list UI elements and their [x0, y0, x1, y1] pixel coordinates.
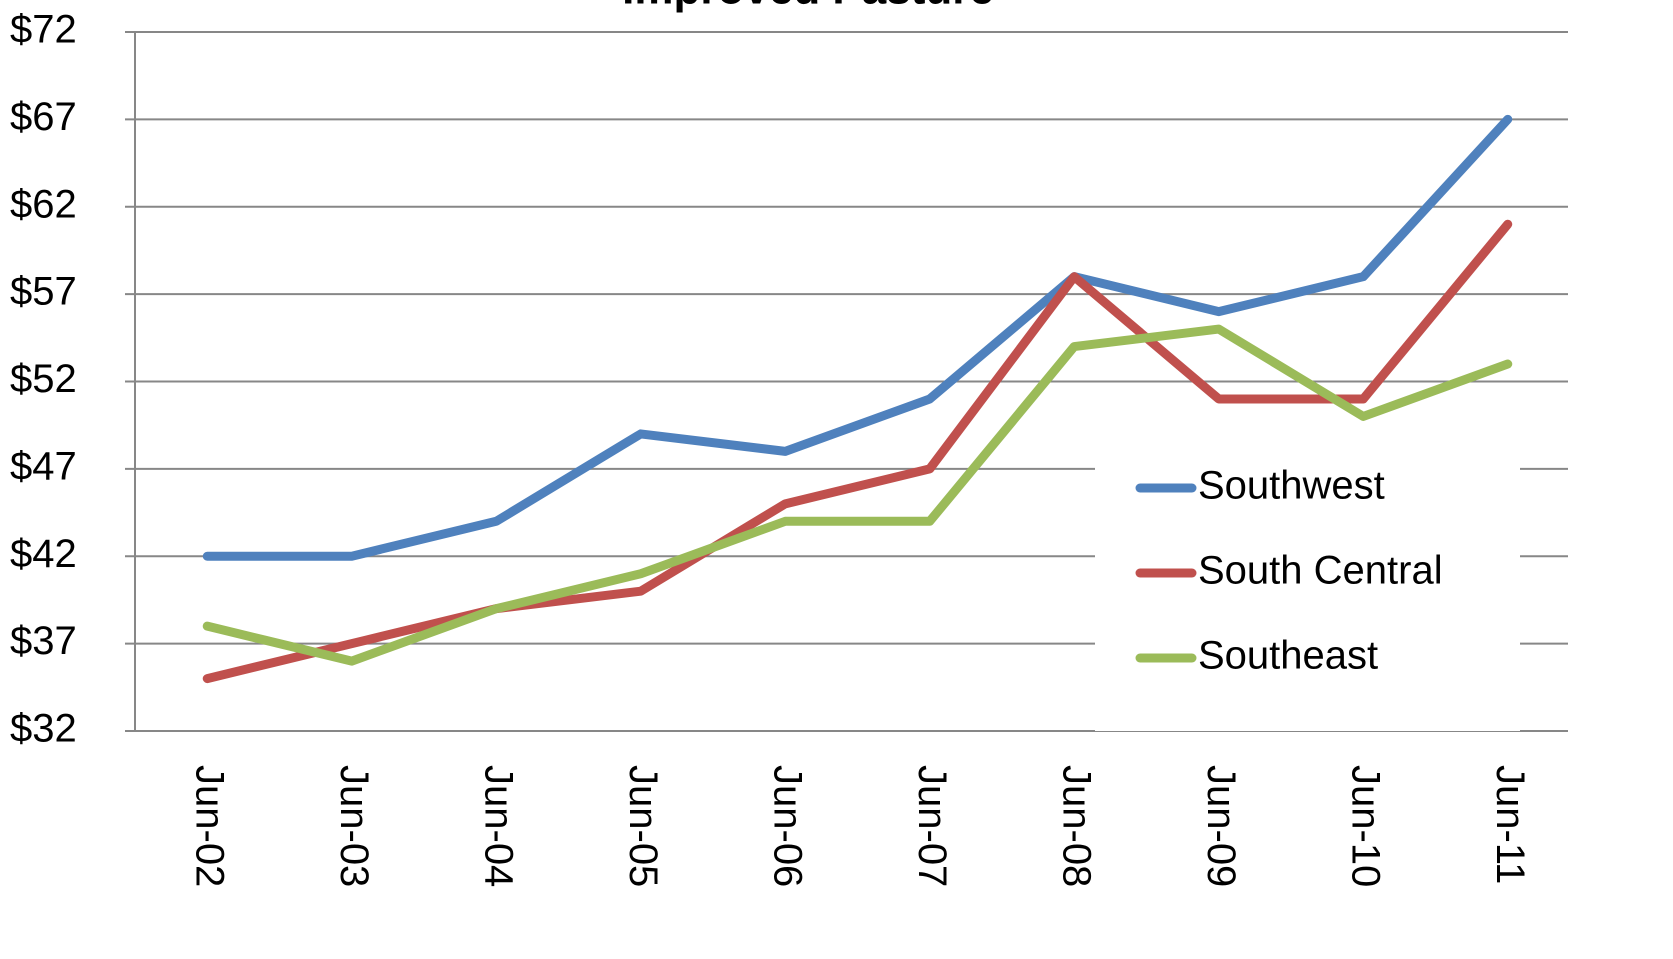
x-tick-label: Jun-03: [332, 765, 376, 887]
series-line: [202, 114, 1513, 561]
legend-label: South Central: [1198, 549, 1443, 593]
y-tick-label: $67: [10, 95, 77, 139]
series-line: [202, 324, 1513, 666]
legend-label: Southwest: [1198, 464, 1385, 508]
y-tick-label: $37: [10, 619, 77, 663]
y-tick-label: $32: [10, 707, 77, 751]
x-tick-label: Jun-06: [766, 765, 810, 887]
x-tick-label: Jun-07: [910, 765, 954, 887]
y-tick-label: $52: [10, 357, 77, 401]
y-tick-label: $42: [10, 532, 77, 576]
series-line: [202, 219, 1513, 684]
x-tick-label: Jun-09: [1199, 765, 1243, 887]
x-tick-label: Jun-04: [477, 765, 521, 887]
legend-label: Southeast: [1198, 634, 1378, 678]
x-tick-label: Jun-05: [621, 765, 665, 887]
y-tick-label: $57: [10, 270, 77, 314]
x-tick-label: Jun-02: [188, 765, 232, 887]
x-tick-label: Jun-08: [1055, 765, 1099, 887]
chart-title: Improved Pasture: [622, 0, 994, 14]
x-tick-label: Jun-10: [1344, 765, 1388, 887]
y-tick-label: $47: [10, 444, 77, 488]
y-tick-label: $62: [10, 182, 77, 226]
legend-box: [1095, 460, 1520, 731]
x-tick-label: Jun-11: [1488, 765, 1532, 884]
y-tick-label: $72: [10, 8, 77, 52]
